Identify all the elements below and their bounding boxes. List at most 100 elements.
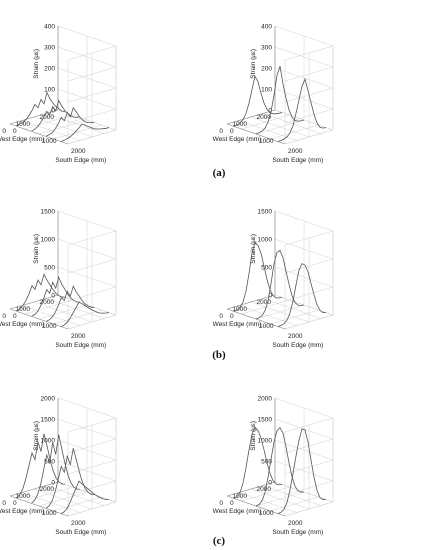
south-tick-label: 2000 <box>288 333 303 340</box>
west-axis-label: West Edge (mm) <box>0 508 44 515</box>
south-tick-label: 1000 <box>259 323 274 330</box>
z-tick-label: 500 <box>44 265 55 272</box>
south-tick-label: 0 <box>230 313 234 320</box>
west-axis-label: West Edge (mm) <box>213 321 262 328</box>
z-tick-label: 100 <box>261 87 272 94</box>
floor-grid-line <box>67 501 117 517</box>
z-tick-label: 1500 <box>258 209 273 216</box>
south-axis-label: South Edge (mm) <box>55 342 106 349</box>
floor-grid-line <box>67 314 117 330</box>
series-line <box>60 301 110 327</box>
z-axis-label: Strain (με) <box>33 49 40 79</box>
floor-grid-line <box>38 119 88 135</box>
series-line <box>31 275 80 317</box>
floor-grid-line <box>53 309 102 325</box>
south-axis-label: South Edge (mm) <box>55 529 106 536</box>
south-tick-label: 2000 <box>71 520 86 527</box>
z-axis-label: Strain (με) <box>250 49 257 79</box>
z-tick-label: 400 <box>44 24 55 31</box>
z-tick-label: 0 <box>51 480 55 487</box>
west-tick-label: 1000 <box>233 493 248 500</box>
south-tick-label: 2000 <box>288 520 303 527</box>
south-tick-label: 1000 <box>42 323 57 330</box>
floor-grid-line <box>45 485 105 506</box>
series-line <box>233 426 283 499</box>
south-tick-label: 2000 <box>288 148 303 155</box>
z-tick-label: 300 <box>261 45 272 52</box>
z-tick-label: 1500 <box>41 209 56 216</box>
series-line <box>233 75 283 127</box>
south-tick-label: 0 <box>230 500 234 507</box>
south-axis-line <box>9 308 69 330</box>
south-tick-label: 1000 <box>259 510 274 517</box>
series-line <box>46 106 95 137</box>
floor-grid-line <box>284 501 334 517</box>
west-tick-label: 1000 <box>16 121 31 128</box>
floor-grid-line <box>38 491 88 507</box>
z-tick-label: 2000 <box>41 396 56 403</box>
south-tick-label: 0 <box>13 313 17 320</box>
z-tick-label: 1000 <box>258 237 273 244</box>
z-tick-label: 0 <box>268 293 272 300</box>
south-axis-line <box>9 495 69 517</box>
z-axis-label: Strain (με) <box>250 421 257 451</box>
west-axis-line <box>226 109 276 125</box>
south-tick-label: 2000 <box>71 333 86 340</box>
floor-grid-line <box>45 113 105 134</box>
floor-grid-line <box>255 119 305 135</box>
z-tick-label: 1500 <box>258 417 273 424</box>
west-tick-label: 0 <box>219 128 223 135</box>
series-line <box>60 480 109 514</box>
floor-grid-line <box>255 304 305 320</box>
floor-grid-line <box>270 124 319 140</box>
west-tick-label: 1000 <box>16 306 31 313</box>
west-tick-label: 1000 <box>233 121 248 128</box>
west-tick-label: 0 <box>2 500 6 507</box>
west-tick-label: 1000 <box>16 493 31 500</box>
west-tick-label: 2000 <box>40 486 55 493</box>
west-axis-line <box>226 294 276 310</box>
south-axis-line <box>9 123 69 145</box>
z-axis-label: Strain (με) <box>33 421 40 451</box>
series-line <box>255 426 305 507</box>
panel-label-b: (b) <box>212 349 226 361</box>
series-line <box>16 273 66 312</box>
z-tick-label: 2000 <box>258 396 273 403</box>
west-axis-label: West Edge (mm) <box>0 321 44 328</box>
south-axis-label: South Edge (mm) <box>272 342 323 349</box>
floor-grid-line <box>53 496 102 512</box>
z-tick-label: 200 <box>44 66 55 73</box>
z-tick-label: 1500 <box>41 417 56 424</box>
west-tick-label: 0 <box>219 313 223 320</box>
west-tick-label: 0 <box>2 128 6 135</box>
series-line <box>277 77 327 142</box>
floor-grid-line <box>67 129 117 145</box>
south-axis-line <box>226 495 286 517</box>
z-tick-label: 1000 <box>41 438 56 445</box>
z-tick-label: 0 <box>268 480 272 487</box>
floor-grid-line <box>45 298 105 319</box>
series-line <box>233 241 283 312</box>
series-line <box>277 428 326 514</box>
z-tick-label: 0 <box>268 108 272 115</box>
west-tick-label: 2000 <box>257 114 272 121</box>
south-axis-label: South Edge (mm) <box>272 529 323 536</box>
west-tick-label: 0 <box>2 313 6 320</box>
series-line <box>255 65 305 135</box>
south-axis-label: South Edge (mm) <box>55 157 106 164</box>
west-tick-label: 1000 <box>233 306 248 313</box>
west-axis-line <box>9 109 59 125</box>
south-tick-label: 1000 <box>259 138 274 145</box>
z-tick-label: 1000 <box>41 237 56 244</box>
floor-grid-line <box>255 491 305 507</box>
floor-grid-line <box>53 124 102 140</box>
west-axis-label: West Edge (mm) <box>213 508 262 515</box>
floor-grid-line <box>270 309 319 325</box>
south-tick-label: 0 <box>13 500 17 507</box>
z-tick-label: 500 <box>261 265 272 272</box>
west-tick-label: 2000 <box>257 486 272 493</box>
south-tick-label: 1000 <box>42 510 57 517</box>
south-axis-label: South Edge (mm) <box>272 157 323 164</box>
floor-grid-line <box>284 129 334 145</box>
